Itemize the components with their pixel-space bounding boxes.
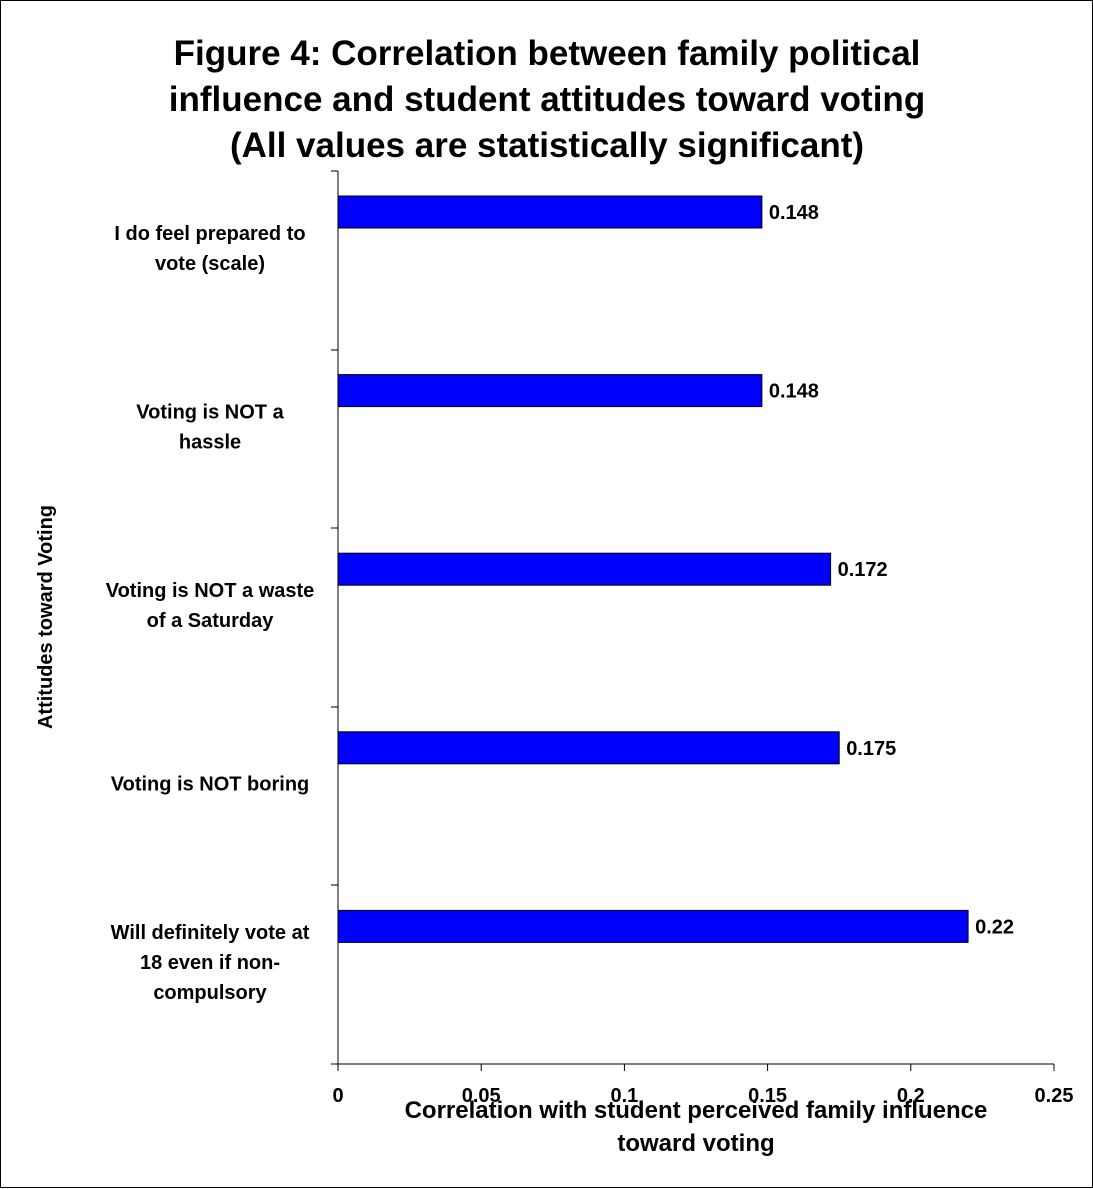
y-axis-title: Attitudes toward Voting xyxy=(35,505,57,729)
x-tick-label: 0.2 xyxy=(897,1085,925,1107)
data-label: 0.175 xyxy=(846,738,896,760)
category-label: I do feel prepared to xyxy=(114,223,305,245)
data-label: 0.22 xyxy=(975,916,1014,938)
title-line: (All values are statistically significan… xyxy=(230,126,864,165)
category-label: Voting is NOT a xyxy=(136,401,284,423)
category-label: Voting is NOT a waste xyxy=(106,580,315,602)
x-tick-label: 0 xyxy=(332,1085,343,1107)
category-label: 18 even if non- xyxy=(140,952,280,974)
data-label: 0.148 xyxy=(769,202,819,224)
chart-bars xyxy=(337,195,969,943)
x-tick-label: 0.1 xyxy=(610,1085,638,1107)
x-axis-title: Correlation with student perceived famil… xyxy=(405,1097,988,1124)
bar xyxy=(337,909,969,943)
bar xyxy=(337,195,763,229)
category-label: vote (scale) xyxy=(155,253,265,275)
chart-labels: 0.148 I do feel prepared to vote (scale) 0.… xyxy=(106,202,1014,1004)
data-label: 0.148 xyxy=(769,381,819,403)
title-line: influence and student attitudes toward v… xyxy=(169,80,925,119)
title-line: Figure 4: Correlation between family pol… xyxy=(174,34,921,73)
bar xyxy=(337,374,763,408)
category-label: Voting is NOT boring xyxy=(111,774,310,796)
x-tick-label: 0.05 xyxy=(462,1085,501,1107)
category-label: of a Saturday xyxy=(147,610,275,632)
category-label: hassle xyxy=(179,431,241,453)
chart-title: Figure 4: Correlation between family pol… xyxy=(169,34,925,165)
category-label: Will definitely vote at xyxy=(111,922,310,944)
x-axis-title: toward voting xyxy=(617,1130,774,1157)
x-tick-label: 0.15 xyxy=(748,1085,787,1107)
chart-axes: 0 0.05 0.1 0.15 0.2 0.25 Correlation with stud… xyxy=(35,170,1074,1157)
data-label: 0.172 xyxy=(838,559,888,581)
x-tick-label: 0.25 xyxy=(1035,1085,1074,1107)
category-label: compulsory xyxy=(153,982,267,1004)
bar xyxy=(337,731,840,765)
bar xyxy=(337,552,832,586)
